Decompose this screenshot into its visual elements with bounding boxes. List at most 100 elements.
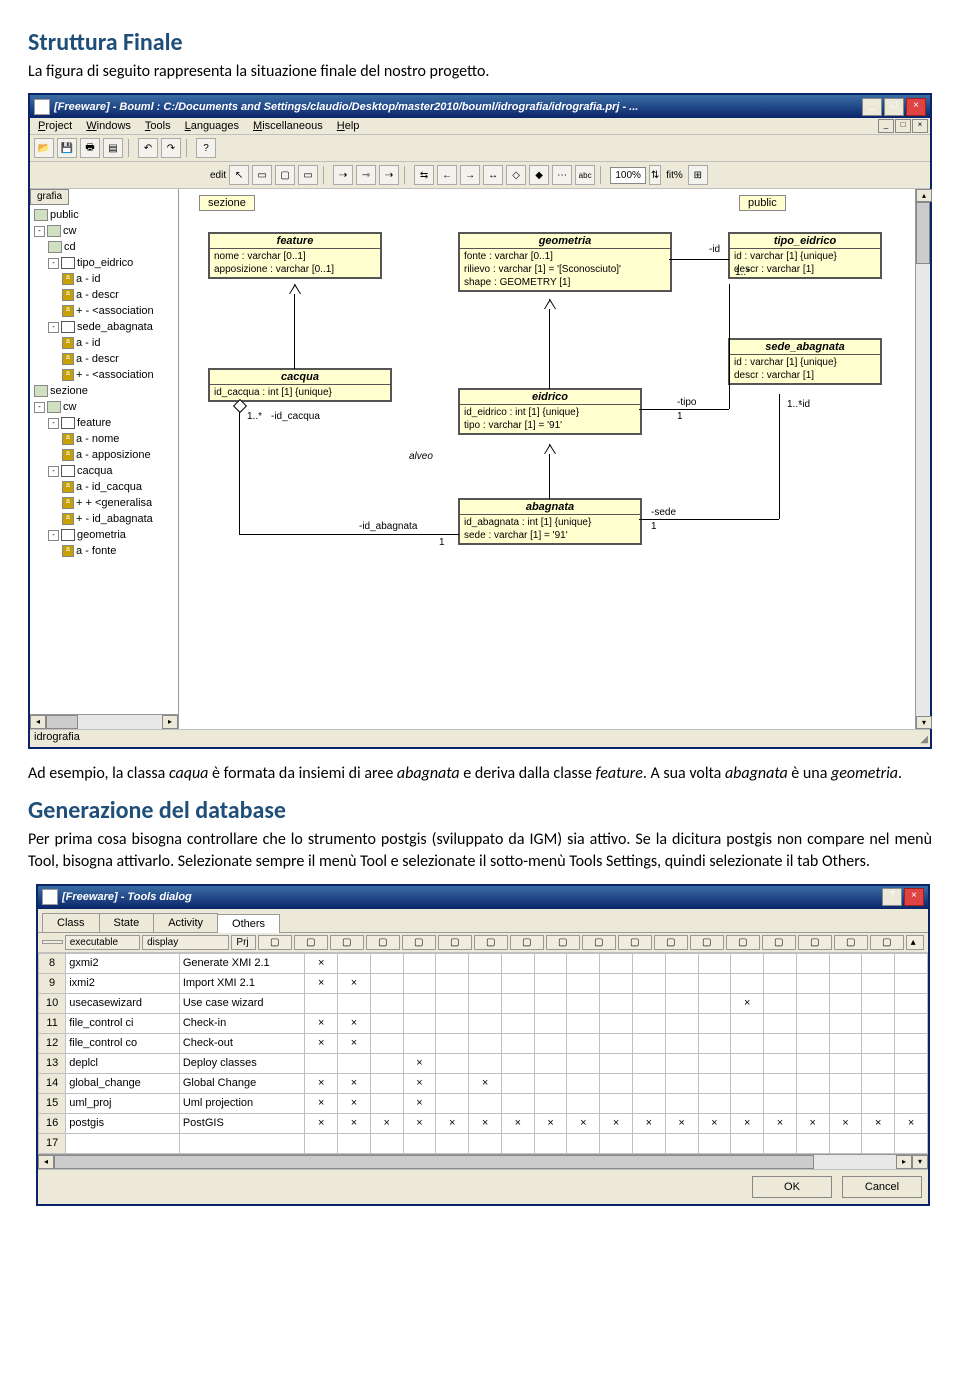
minimize-button[interactable]: _ bbox=[862, 98, 882, 116]
table-row[interactable]: 11file_control ciCheck-in×× bbox=[39, 1013, 928, 1033]
direct2-icon[interactable]: → bbox=[460, 165, 480, 185]
class-tool-icon[interactable]: ▭ bbox=[252, 165, 272, 185]
close-button[interactable]: × bbox=[904, 888, 924, 906]
sede-abagnata-class[interactable]: sede_abagnata id : varchar [1] {unique}d… bbox=[729, 339, 881, 384]
table-row[interactable]: 13deplclDeploy classes× bbox=[39, 1053, 928, 1073]
scroll-up-icon[interactable]: ▴ bbox=[916, 189, 932, 202]
tree-item[interactable]: aa - nome bbox=[32, 431, 176, 447]
tree-item[interactable]: aa - descr bbox=[32, 351, 176, 367]
tree-tab[interactable]: grafia bbox=[30, 189, 69, 205]
table-row[interactable]: 8gxmi2Generate XMI 2.1× bbox=[39, 953, 928, 973]
abagnata-class[interactable]: abagnata id_abagnata : int [1] {unique}s… bbox=[459, 499, 641, 544]
tools-titlebar[interactable]: [Freeware] - Tools dialog ? × bbox=[38, 886, 928, 909]
table-row[interactable]: 10usecasewizardUse case wizard× bbox=[39, 993, 928, 1013]
maximize-button[interactable]: □ bbox=[884, 98, 904, 116]
aggr-icon[interactable]: ◇ bbox=[506, 165, 526, 185]
tree-item[interactable]: -cw bbox=[32, 223, 176, 239]
menu-misc[interactable]: Miscellaneous bbox=[247, 119, 329, 133]
browser-icon[interactable]: ▤ bbox=[103, 138, 123, 158]
package-tool-icon[interactable]: ▢ bbox=[275, 165, 295, 185]
real-icon[interactable]: ⇢ bbox=[379, 165, 399, 185]
gen-icon[interactable]: ⇾ bbox=[356, 165, 376, 185]
tools-hscroll[interactable]: ◂ ▸ ▾ bbox=[38, 1154, 928, 1169]
sezione-tab[interactable]: sezione bbox=[199, 195, 255, 211]
tab-state[interactable]: State bbox=[99, 913, 155, 932]
tree-hscroll[interactable]: ◂ ▸ bbox=[30, 714, 178, 729]
table-row[interactable]: 14global_changeGlobal Change×××× bbox=[39, 1073, 928, 1093]
tipo-eidrico-class[interactable]: tipo_eidrico id : varchar [1] {unique}de… bbox=[729, 233, 881, 278]
menu-languages[interactable]: Languages bbox=[179, 119, 245, 133]
tree-item[interactable]: -sede_abagnata bbox=[32, 319, 176, 335]
tree-item[interactable]: aa - id_cacqua bbox=[32, 479, 176, 495]
mdi-minimize-button[interactable]: _ bbox=[878, 119, 894, 133]
tab-others[interactable]: Others bbox=[217, 914, 280, 933]
table-row[interactable]: 16postgisPostGIS××××××××××××××××××× bbox=[39, 1113, 928, 1133]
open-icon[interactable]: 📂 bbox=[34, 138, 54, 158]
close-button[interactable]: × bbox=[906, 98, 926, 116]
vscroll-up-icon[interactable]: ▴ bbox=[906, 935, 924, 950]
tree-body[interactable]: public-cwcd-tipo_eidricoaa - idaa - desc… bbox=[30, 205, 178, 714]
tree-item[interactable]: -cw bbox=[32, 399, 176, 415]
zoom-spin-icon[interactable]: ⇅ bbox=[649, 165, 661, 185]
fragment-tool-icon[interactable]: ▭ bbox=[298, 165, 318, 185]
dep-icon[interactable]: ⇢ bbox=[333, 165, 353, 185]
scroll-right-icon[interactable]: ▸ bbox=[162, 715, 178, 729]
table-row[interactable]: 15uml_projUml projection××× bbox=[39, 1093, 928, 1113]
undo-icon[interactable]: ↶ bbox=[138, 138, 158, 158]
menu-tools[interactable]: Tools bbox=[139, 119, 177, 133]
tree-item[interactable]: sezione bbox=[32, 383, 176, 399]
save-icon[interactable]: 💾 bbox=[57, 138, 77, 158]
menu-windows[interactable]: Windows bbox=[80, 119, 137, 133]
anchor-icon[interactable]: ⋯ bbox=[552, 165, 572, 185]
scroll-left-icon[interactable]: ◂ bbox=[38, 1155, 54, 1169]
assoc-icon[interactable]: ⇆ bbox=[414, 165, 434, 185]
scroll-down-icon[interactable]: ▾ bbox=[912, 1155, 928, 1169]
tree-item[interactable]: a+ - id_abagnata bbox=[32, 511, 176, 527]
table-row[interactable]: 12file_control coCheck-out×× bbox=[39, 1033, 928, 1053]
tree-item[interactable]: aa - fonte bbox=[32, 543, 176, 559]
comp-icon[interactable]: ◆ bbox=[529, 165, 549, 185]
select-icon[interactable]: ↖ bbox=[229, 165, 249, 185]
ok-button[interactable]: OK bbox=[752, 1176, 832, 1198]
scroll-left-icon[interactable]: ◂ bbox=[30, 715, 46, 729]
tree-item[interactable]: aa - descr bbox=[32, 287, 176, 303]
titlebar[interactable]: [Freeware] - Bouml : C:/Documents and Se… bbox=[30, 95, 930, 118]
geometria-class[interactable]: geometria fonte : varchar [0..1]rilievo … bbox=[459, 233, 671, 291]
resize-grip-icon[interactable]: ◢ bbox=[920, 734, 928, 745]
help-icon[interactable]: ? bbox=[196, 138, 216, 158]
tree-item[interactable]: a+ - <association bbox=[32, 303, 176, 319]
diagram-canvas[interactable]: sezione public feature nome : varchar [0… bbox=[179, 189, 915, 729]
eidrico-class[interactable]: eidrico id_eidrico : int [1] {unique}tip… bbox=[459, 389, 641, 434]
table-row[interactable]: 17 bbox=[39, 1133, 928, 1153]
fit-icon[interactable]: ⊞ bbox=[688, 165, 708, 185]
tree-item[interactable]: aa - id bbox=[32, 271, 176, 287]
canvas-vscroll[interactable]: ▴ ▾ bbox=[915, 189, 930, 729]
scroll-right-icon[interactable]: ▸ bbox=[896, 1155, 912, 1169]
cacqua-class[interactable]: cacqua id_cacqua : int [1] {unique} bbox=[209, 369, 391, 401]
tree-item[interactable]: a+ + <generalisa bbox=[32, 495, 176, 511]
redo-icon[interactable]: ↷ bbox=[161, 138, 181, 158]
tree-item[interactable]: -feature bbox=[32, 415, 176, 431]
menu-help[interactable]: Help bbox=[331, 119, 366, 133]
tree-item[interactable]: aa - id bbox=[32, 335, 176, 351]
tree-item[interactable]: -geometria bbox=[32, 527, 176, 543]
tab-class[interactable]: Class bbox=[42, 913, 100, 932]
tree-item[interactable]: -tipo_eidrico bbox=[32, 255, 176, 271]
tree-item[interactable]: -cacqua bbox=[32, 463, 176, 479]
help-button[interactable]: ? bbox=[882, 888, 902, 906]
menu-project[interactable]: Project bbox=[32, 119, 78, 133]
mdi-close-button[interactable]: × bbox=[912, 119, 928, 133]
bidi-icon[interactable]: ↔ bbox=[483, 165, 503, 185]
tree-item[interactable]: cd bbox=[32, 239, 176, 255]
public-tab[interactable]: public bbox=[739, 195, 786, 211]
mdi-restore-button[interactable]: □ bbox=[895, 119, 911, 133]
scroll-down-icon[interactable]: ▾ bbox=[916, 716, 932, 729]
tree-item[interactable]: aa - apposizione bbox=[32, 447, 176, 463]
tab-activity[interactable]: Activity bbox=[153, 913, 218, 932]
tree-item[interactable]: a+ - <association bbox=[32, 367, 176, 383]
text-icon[interactable]: abc bbox=[575, 165, 595, 185]
tree-item[interactable]: public bbox=[32, 207, 176, 223]
direct-icon[interactable]: ← bbox=[437, 165, 457, 185]
print-icon[interactable]: 🖶 bbox=[80, 138, 100, 158]
table-row[interactable]: 9ixmi2Import XMI 2.1×× bbox=[39, 973, 928, 993]
